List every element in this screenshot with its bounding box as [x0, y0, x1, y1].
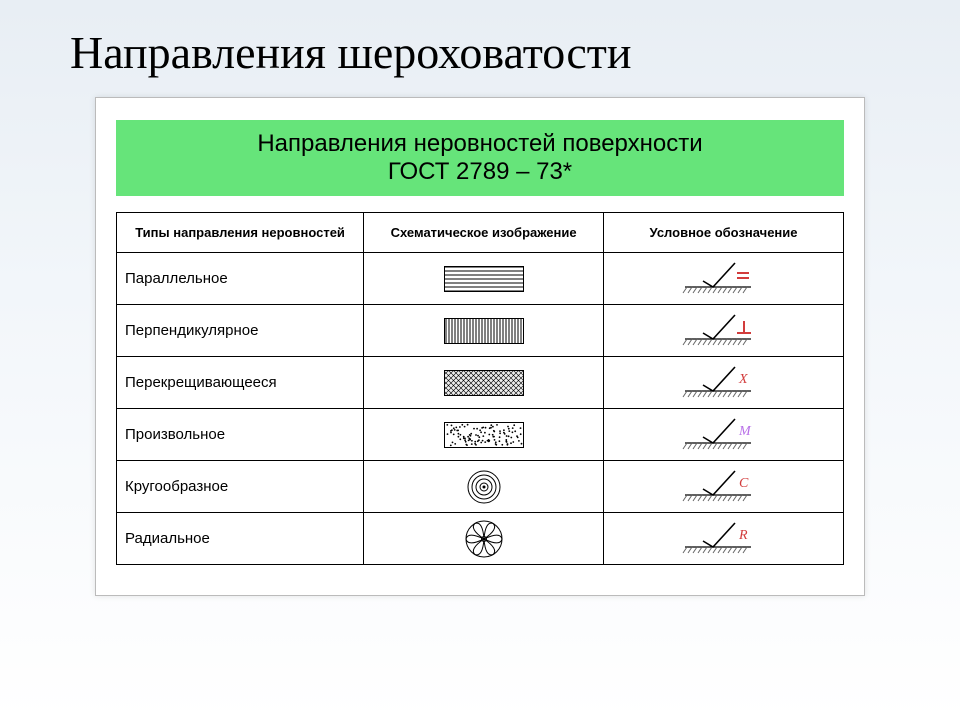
table-row: Кругообразное C — [117, 461, 844, 513]
table-row: Параллельное — [117, 253, 844, 305]
table-row: Перпендикулярное — [117, 305, 844, 357]
svg-text:X: X — [738, 372, 748, 387]
col-header-symbol: Условное обозначение — [604, 213, 844, 253]
table-header-row: Типы направления неровностей Схематическ… — [117, 213, 844, 253]
roughness-table: Типы направления неровностей Схематическ… — [116, 212, 844, 565]
type-cell: Перекрещивающееся — [117, 357, 364, 409]
table-row: Произвольное M — [117, 409, 844, 461]
slide: Направления шероховатости Направления не… — [0, 0, 960, 720]
svg-text:C: C — [739, 476, 749, 491]
schematic-cell — [364, 357, 604, 409]
symbol-cell — [604, 305, 844, 357]
svg-text:R: R — [738, 528, 748, 543]
type-cell: Произвольное — [117, 409, 364, 461]
symbol-cell: C — [604, 461, 844, 513]
symbol-cell: X — [604, 357, 844, 409]
col-header-schematic: Схематическое изображение — [364, 213, 604, 253]
col-header-type: Типы направления неровностей — [117, 213, 364, 253]
schematic-cell — [364, 305, 604, 357]
svg-text:M: M — [738, 424, 752, 439]
table-row: Перекрещивающееся X — [117, 357, 844, 409]
schematic-cell — [364, 461, 604, 513]
table-caption: Направления неровностей поверхности ГОСТ… — [116, 120, 844, 196]
schematic-cell — [364, 253, 604, 305]
schematic-cell — [364, 409, 604, 461]
type-cell: Радиальное — [117, 513, 364, 565]
type-cell: Перпендикулярное — [117, 305, 364, 357]
content-panel: Направления неровностей поверхности ГОСТ… — [95, 97, 865, 596]
type-cell: Параллельное — [117, 253, 364, 305]
type-cell: Кругообразное — [117, 461, 364, 513]
caption-line-1: Направления неровностей поверхности — [122, 130, 838, 158]
table-body: ПараллельноеПерпендикулярноеПерекрещиваю… — [117, 253, 844, 565]
caption-line-2: ГОСТ 2789 – 73* — [122, 158, 838, 186]
symbol-cell: M — [604, 409, 844, 461]
schematic-cell — [364, 513, 604, 565]
symbol-cell: R — [604, 513, 844, 565]
symbol-cell — [604, 253, 844, 305]
page-title: Направления шероховатости — [70, 26, 920, 79]
table-row: Радиальное R — [117, 513, 844, 565]
